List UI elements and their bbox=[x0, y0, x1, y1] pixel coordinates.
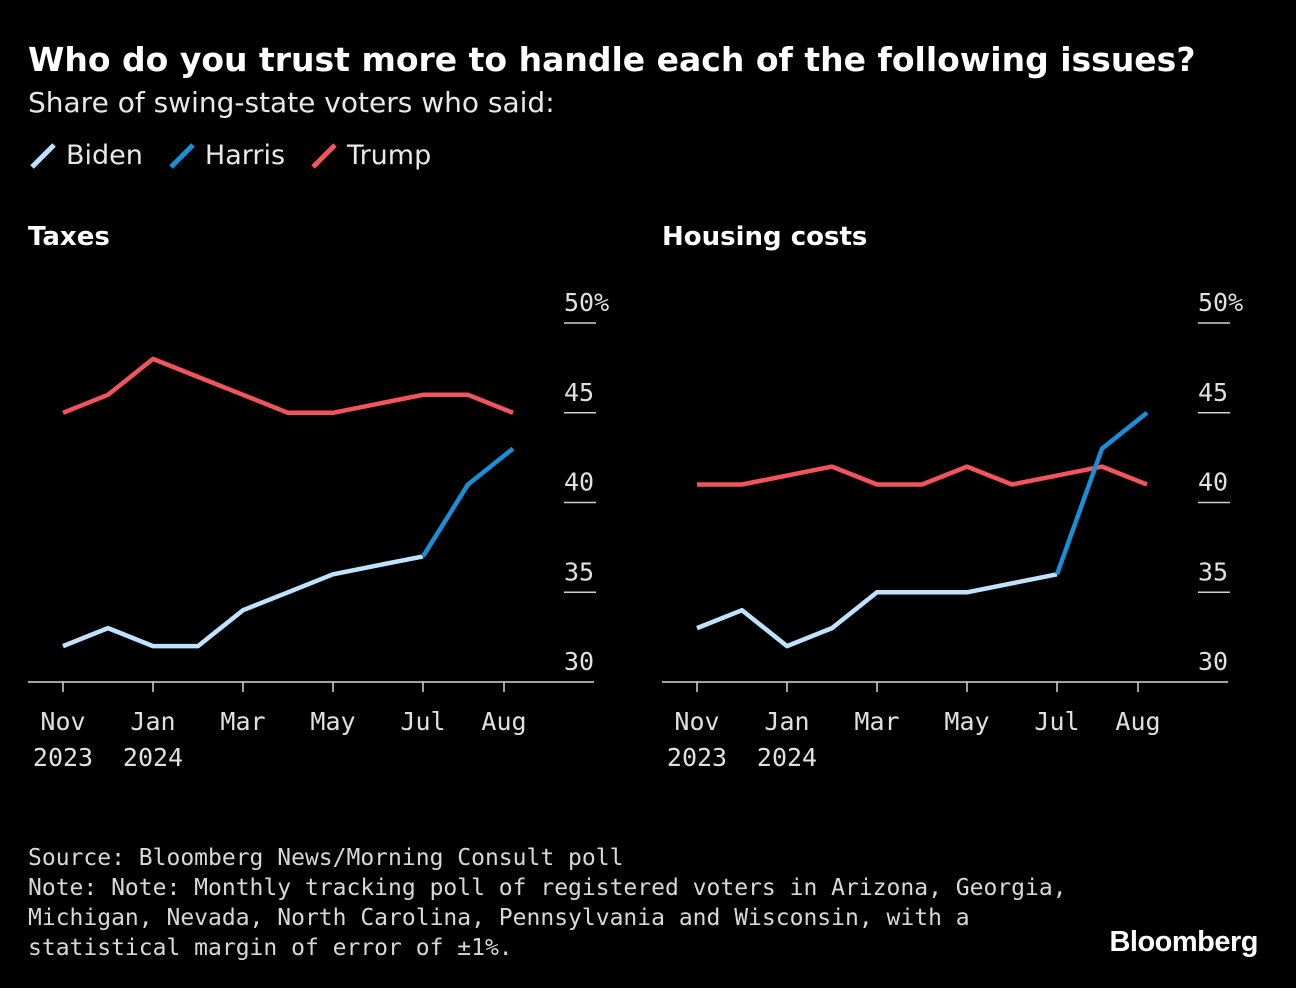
housing-xtick-label-3: May bbox=[944, 707, 989, 736]
housing-series-harris bbox=[1054, 411, 1149, 576]
taxes-series-harris bbox=[421, 446, 515, 558]
taxes-ytick-label-50: 50% bbox=[564, 288, 609, 317]
taxes-xtick-label-3: May bbox=[310, 707, 355, 736]
taxes-xtick-label-1: Jan bbox=[130, 707, 175, 736]
taxes-xtick-label-0: Nov bbox=[40, 707, 85, 736]
legend-swatch-trump bbox=[311, 142, 337, 169]
legend-label-harris: Harris bbox=[204, 140, 286, 171]
taxes-xtick-label-4: Jul bbox=[400, 707, 445, 736]
legend-item-harris: Harris bbox=[167, 140, 285, 171]
taxes-series-biden bbox=[62, 554, 424, 649]
housing-xtick-year-1: 2024 bbox=[757, 743, 817, 772]
legend-item-biden: Biden bbox=[28, 140, 143, 171]
taxes-ytick-label-30: 30 bbox=[564, 647, 594, 676]
housing-xtick-label-0: Nov bbox=[674, 707, 719, 736]
source-note: Source: Bloomberg News/Morning Consult p… bbox=[28, 845, 624, 871]
panel-title-taxes: Taxes bbox=[28, 222, 110, 252]
legend-swatch-biden bbox=[30, 142, 56, 169]
legend-item-trump: Trump bbox=[309, 140, 431, 171]
legend: Biden Harris Trump bbox=[28, 140, 455, 171]
methodology-note: Note: Note: Monthly tracking poll of reg… bbox=[28, 875, 1067, 961]
taxes-xtick-year-1: 2024 bbox=[123, 743, 183, 772]
footer: Source: Bloomberg News/Morning Consult p… bbox=[28, 843, 1068, 963]
housing-xtick-year-0: 2023 bbox=[667, 743, 727, 772]
housing-series-trump bbox=[697, 464, 1148, 487]
housing-ytick-label-30: 30 bbox=[1198, 647, 1228, 676]
housing-ytick-label-40: 40 bbox=[1198, 468, 1228, 497]
taxes-xtick-label-5: Aug bbox=[481, 707, 526, 736]
housing-ytick-label-45: 45 bbox=[1198, 378, 1228, 407]
chart-subtitle: Share of swing-state voters who said: bbox=[28, 86, 555, 119]
taxes-xtick-year-0: 2023 bbox=[33, 743, 93, 772]
bloomberg-logo: Bloomberg bbox=[1109, 926, 1258, 958]
taxes-xtick-label-2: Mar bbox=[220, 707, 265, 736]
legend-swatch-harris bbox=[169, 142, 195, 169]
legend-label-trump: Trump bbox=[347, 140, 432, 171]
legend-label-biden: Biden bbox=[66, 140, 143, 171]
housing-series-biden bbox=[696, 572, 1058, 649]
housing-xtick-label-2: Mar bbox=[854, 707, 899, 736]
housing-xtick-label-1: Jan bbox=[764, 707, 809, 736]
housing-ytick-label-50: 50% bbox=[1198, 288, 1243, 317]
chart-title: Who do you trust more to handle each of … bbox=[28, 40, 1196, 79]
panel-title-housing: Housing costs bbox=[662, 222, 868, 252]
taxes-ytick-label-35: 35 bbox=[564, 557, 594, 586]
housing-xtick-label-4: Jul bbox=[1034, 707, 1079, 736]
housing-ytick-label-35: 35 bbox=[1198, 557, 1228, 586]
taxes-series-trump bbox=[62, 356, 514, 416]
housing-xtick-label-5: Aug bbox=[1115, 707, 1160, 736]
taxes-ytick-label-45: 45 bbox=[564, 378, 594, 407]
taxes-ytick-label-40: 40 bbox=[564, 468, 594, 497]
